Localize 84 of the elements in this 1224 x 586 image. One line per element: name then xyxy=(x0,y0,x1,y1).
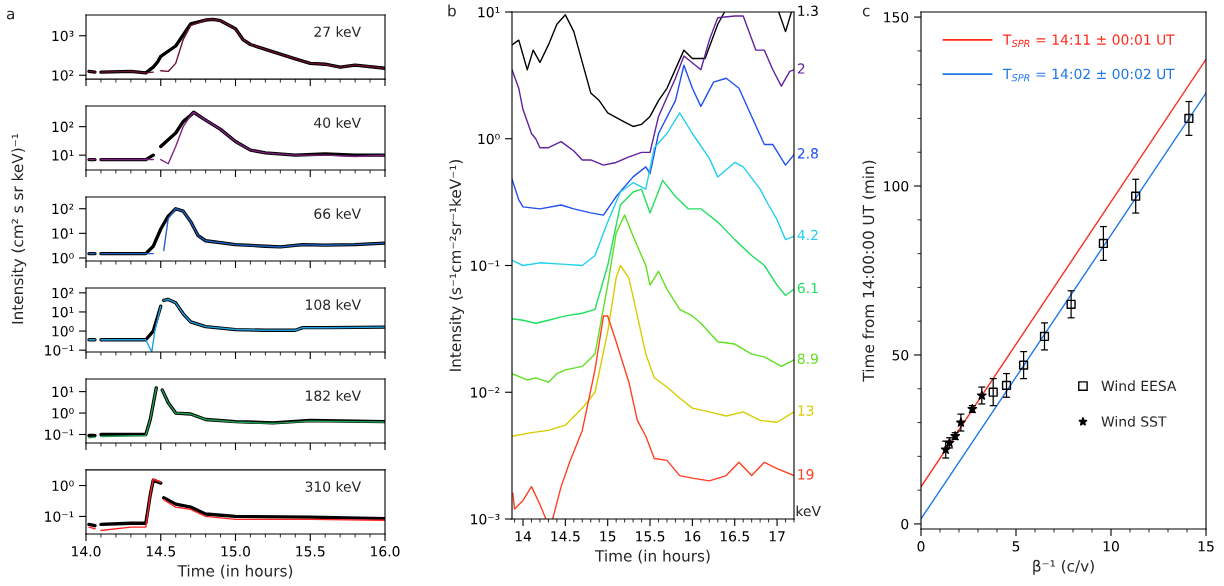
x-tick-label: 16.0 xyxy=(371,546,400,557)
y-tick-label: 10⁰ xyxy=(478,133,500,145)
y-tick-label: 100 xyxy=(884,180,909,192)
y-tick-label: 10⁻¹ xyxy=(45,429,74,440)
y-tick-label: 10⁰ xyxy=(52,326,74,337)
series-label: 19 xyxy=(798,469,814,480)
y-tick-label: 50 xyxy=(892,349,909,361)
y-tick-label: 0 xyxy=(901,518,909,530)
point xyxy=(988,387,998,397)
y-tick-label: 10² xyxy=(52,70,74,81)
point xyxy=(976,390,987,400)
line-series xyxy=(512,214,794,383)
y-tick-label: 10¹ xyxy=(52,228,74,239)
text: 108 keV xyxy=(306,299,361,310)
x-tick-label: 15 xyxy=(600,531,616,542)
point xyxy=(1039,331,1050,342)
series-label: 1.3 xyxy=(798,5,818,17)
point xyxy=(1001,380,1012,391)
y-tick-label: 10² xyxy=(52,203,74,215)
x-tick-label: 0 xyxy=(917,541,925,552)
x-tick-label: 15.5 xyxy=(296,546,325,557)
text: 182 keV xyxy=(306,390,361,401)
y-tick-label: 10¹ xyxy=(478,6,500,18)
y-tick-label: 150 xyxy=(884,12,909,23)
y-axis-title: Time from 14:00:00 UT (min) xyxy=(862,160,876,382)
line-series xyxy=(512,179,794,324)
y-tick-label: 10⁻¹ xyxy=(45,345,74,356)
x-tick-label: 14.5 xyxy=(146,546,175,557)
y-axis-title: Intensity (s⁻¹cm⁻²sr⁻¹keV⁻¹) xyxy=(449,159,465,371)
x-tick-label: 15 xyxy=(1198,541,1214,552)
series-label: 8.9 xyxy=(797,353,818,364)
point xyxy=(1098,238,1109,249)
line-series xyxy=(512,112,794,267)
y-tick-label: 10⁰ xyxy=(52,408,74,419)
x-axis-title: Time (in hours) xyxy=(595,549,710,564)
y-tick-label: 10⁻¹ xyxy=(45,511,74,522)
legend-label: Wind EESA xyxy=(1101,380,1177,392)
y-tick-label: 10⁰ xyxy=(52,252,74,264)
legend-label: T$_{SPR}$ = 14:02 ± 00:02 UT xyxy=(1002,68,1175,82)
y-tick-label: 10³ xyxy=(52,30,74,42)
point xyxy=(1018,360,1029,370)
y-tick-label: 10⁻¹ xyxy=(471,260,500,271)
series-label: 2.8 xyxy=(797,148,818,159)
x-tick-label: 5 xyxy=(1012,541,1020,552)
series-label: 6.1 xyxy=(797,282,818,294)
series-label: 2 xyxy=(797,63,805,74)
text: b xyxy=(448,4,456,17)
x-tick-label: 15.0 xyxy=(221,546,251,557)
point xyxy=(1066,299,1076,309)
y-tick-label: 10² xyxy=(52,121,74,133)
series-label: 4.2 xyxy=(797,229,818,241)
text: 310 keV xyxy=(305,481,361,492)
x-tick-label: 16.5 xyxy=(720,531,749,542)
text: 27 keV xyxy=(314,26,361,37)
x-tick-label: 14.5 xyxy=(551,531,580,542)
y-tick-label: 10⁻³ xyxy=(471,513,500,525)
text: c xyxy=(862,7,870,17)
text: 40 keV xyxy=(314,117,361,128)
x-tick-label: 16 xyxy=(685,531,701,542)
point xyxy=(956,417,966,427)
legend-label: T$_{SPR}$ = 14:11 ± 00:01 UT xyxy=(1002,34,1175,48)
text: 66 keV xyxy=(314,208,361,219)
line-series xyxy=(512,264,794,437)
legend-label: Wind SST xyxy=(1101,416,1167,427)
y-axis-title: Intensity (cm² s sr keV)⁻¹ xyxy=(11,133,27,324)
text: a xyxy=(6,10,14,20)
series-label: 13 xyxy=(798,405,814,416)
x-tick-label: 17 xyxy=(769,531,785,542)
x-tick-label: 10 xyxy=(1103,541,1119,552)
point xyxy=(1184,113,1194,124)
y-tick-label: 10¹ xyxy=(52,150,74,161)
point xyxy=(1131,191,1141,201)
x-axis-title: β⁻¹ (c/v) xyxy=(1033,559,1094,575)
line-series xyxy=(512,64,794,216)
y-tick-label: 10¹ xyxy=(52,306,74,318)
y-tick-label: 10² xyxy=(52,287,74,299)
x-tick-label: 14 xyxy=(515,531,532,542)
text: keV xyxy=(796,505,821,517)
x-tick-label: 14.0 xyxy=(72,546,101,557)
y-tick-label: 10⁻² xyxy=(471,387,500,398)
y-tick-label: 10¹ xyxy=(52,386,74,398)
x-axis-title: Time (in hours) xyxy=(177,564,293,579)
x-tick-label: 15.5 xyxy=(636,531,665,542)
y-tick-label: 10⁰ xyxy=(52,480,74,492)
